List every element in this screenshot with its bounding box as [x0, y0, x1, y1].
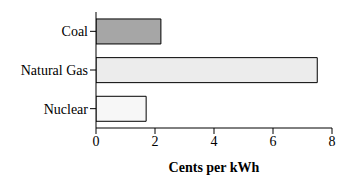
- svg-text:2: 2: [152, 134, 159, 149]
- svg-text:Coal: Coal: [62, 24, 89, 39]
- svg-text:Nuclear: Nuclear: [44, 102, 89, 117]
- svg-text:Natural Gas: Natural Gas: [21, 63, 88, 78]
- svg-text:Cents per kWh: Cents per kWh: [169, 160, 260, 175]
- svg-text:8: 8: [329, 134, 336, 149]
- svg-text:4: 4: [211, 134, 218, 149]
- svg-text:0: 0: [93, 134, 100, 149]
- svg-text:6: 6: [270, 134, 277, 149]
